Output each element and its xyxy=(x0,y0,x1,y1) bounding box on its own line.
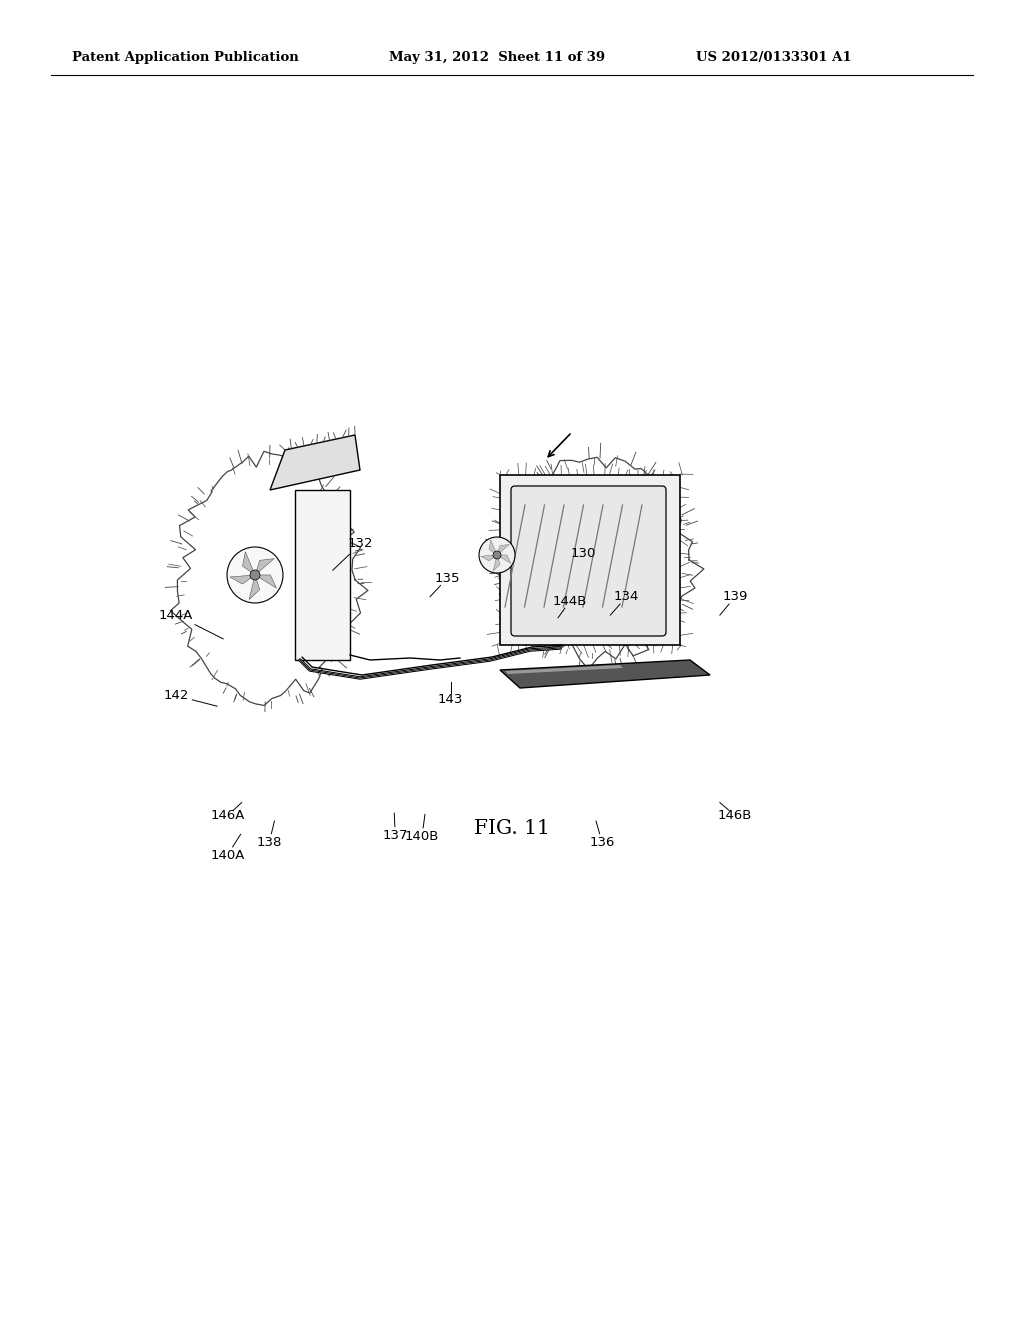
Polygon shape xyxy=(500,660,710,688)
Text: 146B: 146B xyxy=(718,809,753,822)
Text: 142: 142 xyxy=(164,689,188,702)
Polygon shape xyxy=(295,490,350,660)
Polygon shape xyxy=(249,576,260,599)
Text: 140A: 140A xyxy=(210,849,245,862)
Text: 134: 134 xyxy=(614,590,639,603)
Polygon shape xyxy=(497,554,511,564)
Text: 138: 138 xyxy=(257,836,282,849)
Polygon shape xyxy=(505,665,623,675)
Circle shape xyxy=(250,570,260,579)
Polygon shape xyxy=(489,540,497,554)
Text: 144A: 144A xyxy=(159,609,194,622)
Text: 136: 136 xyxy=(590,836,614,849)
Text: 135: 135 xyxy=(435,572,460,585)
Text: 146A: 146A xyxy=(210,809,245,822)
Circle shape xyxy=(493,550,501,558)
Text: Patent Application Publication: Patent Application Publication xyxy=(72,51,298,65)
Polygon shape xyxy=(229,576,255,583)
Text: May 31, 2012  Sheet 11 of 39: May 31, 2012 Sheet 11 of 39 xyxy=(389,51,605,65)
Text: 139: 139 xyxy=(723,590,748,603)
Text: 143: 143 xyxy=(438,693,463,706)
Polygon shape xyxy=(497,544,509,554)
Circle shape xyxy=(479,537,515,573)
Polygon shape xyxy=(481,554,497,561)
Polygon shape xyxy=(255,576,276,589)
FancyBboxPatch shape xyxy=(511,486,666,636)
Text: 140B: 140B xyxy=(404,830,439,843)
Text: 130: 130 xyxy=(570,546,596,560)
Text: US 2012/0133301 A1: US 2012/0133301 A1 xyxy=(696,51,852,65)
Polygon shape xyxy=(500,475,680,645)
Text: 132: 132 xyxy=(348,537,373,550)
Polygon shape xyxy=(243,552,255,576)
Text: FIG. 11: FIG. 11 xyxy=(474,820,550,838)
Circle shape xyxy=(227,546,283,603)
Polygon shape xyxy=(270,436,360,490)
Polygon shape xyxy=(255,558,274,576)
Polygon shape xyxy=(494,554,500,570)
Text: 144B: 144B xyxy=(552,595,587,609)
Text: 137: 137 xyxy=(383,829,408,842)
